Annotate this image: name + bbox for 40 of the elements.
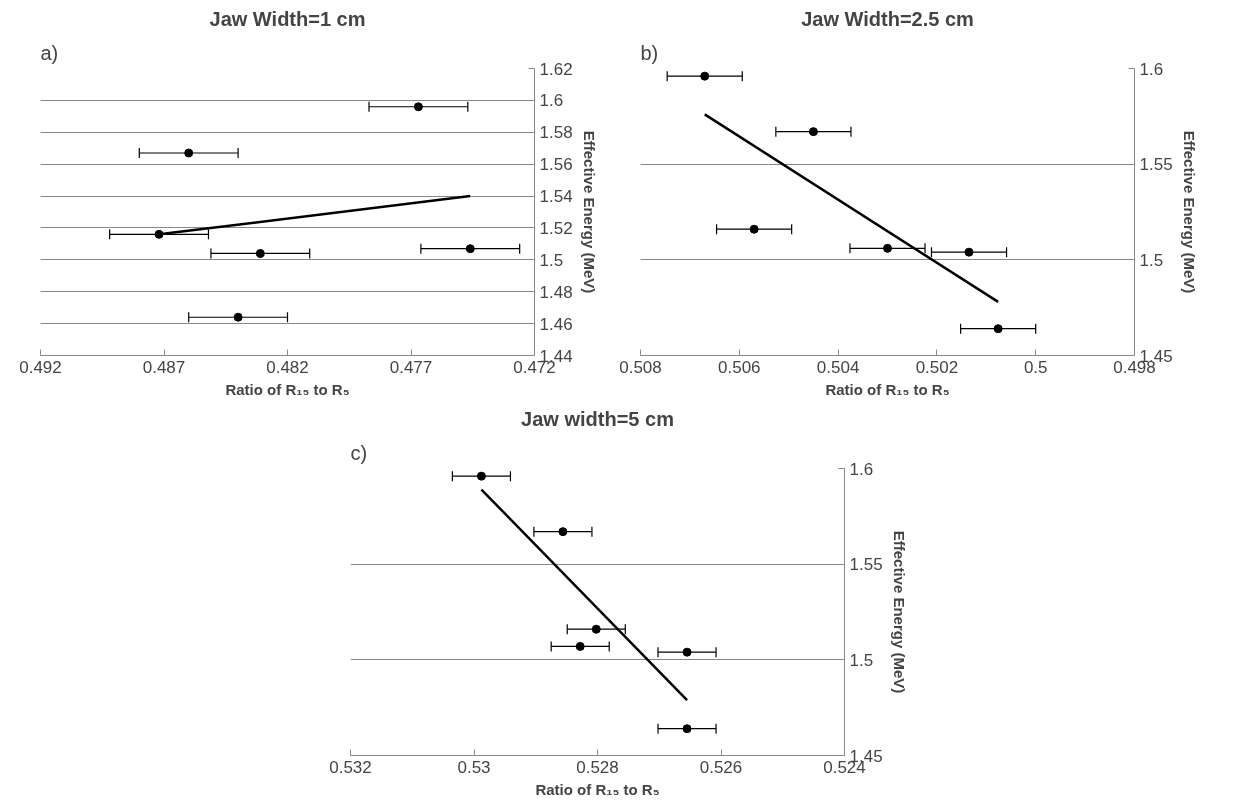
- y-tick-label: 1.55: [1139, 155, 1173, 175]
- y-tick-label: 1.5: [849, 650, 874, 670]
- y-tick-label: 1.46: [539, 314, 573, 334]
- y-tick-label: 1.6: [849, 459, 874, 479]
- y-tick-label: 1.58: [539, 123, 573, 143]
- x-tick-label: 0.5: [1023, 357, 1048, 377]
- x-tick-label: 0.502: [915, 357, 959, 377]
- chart-title: Jaw Width=1 cm: [209, 7, 366, 30]
- chart-title: Jaw width=5 cm: [521, 407, 674, 430]
- x-tick-label: 0.526: [699, 757, 743, 777]
- y-tick-label: 1.5: [539, 250, 564, 270]
- x-tick-label: 0.506: [718, 357, 761, 377]
- x-tick-label: 0.528: [576, 757, 619, 777]
- x-tick-label: 0.492: [19, 357, 62, 377]
- y-axis-title: Effective Energy (MeV): [1180, 130, 1198, 294]
- text: c): [350, 441, 368, 464]
- y-tick-label: 1.5: [1139, 250, 1164, 270]
- chart-title: Jaw Width=2.5 cm: [801, 7, 974, 30]
- x-tick-label: 0.477: [389, 357, 433, 377]
- x-tick-label: 0.487: [142, 357, 186, 377]
- x-axis-title: Ratio of R₁₅ to R₅: [535, 780, 660, 798]
- y-tick-label: 1.54: [539, 187, 573, 207]
- y-tick-label: 1.52: [539, 218, 573, 238]
- y-axis-title: Effective Energy (MeV): [890, 530, 908, 694]
- y-tick-label: 1.56: [539, 155, 573, 175]
- x-tick-label: 0.504: [816, 357, 860, 377]
- y-tick-label: 1.6: [1139, 59, 1164, 79]
- y-tick-label: 1.55: [849, 555, 883, 575]
- x-tick-label: 0.482: [266, 357, 309, 377]
- text: b): [640, 41, 659, 64]
- y-tick-label: 1.48: [539, 282, 573, 302]
- x-tick-label: 0.508: [619, 357, 662, 377]
- x-tick-label: 0.53: [457, 757, 491, 777]
- x-axis-title: Ratio of R₁₅ to R₅: [825, 380, 950, 398]
- x-tick-label: 0.532: [329, 757, 372, 777]
- y-tick-label: 1.62: [539, 59, 573, 79]
- y-tick-label: 1.6: [539, 91, 564, 111]
- y-axis-title: Effective Energy (MeV): [580, 130, 598, 294]
- x-axis-title: Ratio of R₁₅ to R₅: [225, 380, 350, 398]
- text: a): [40, 41, 59, 64]
